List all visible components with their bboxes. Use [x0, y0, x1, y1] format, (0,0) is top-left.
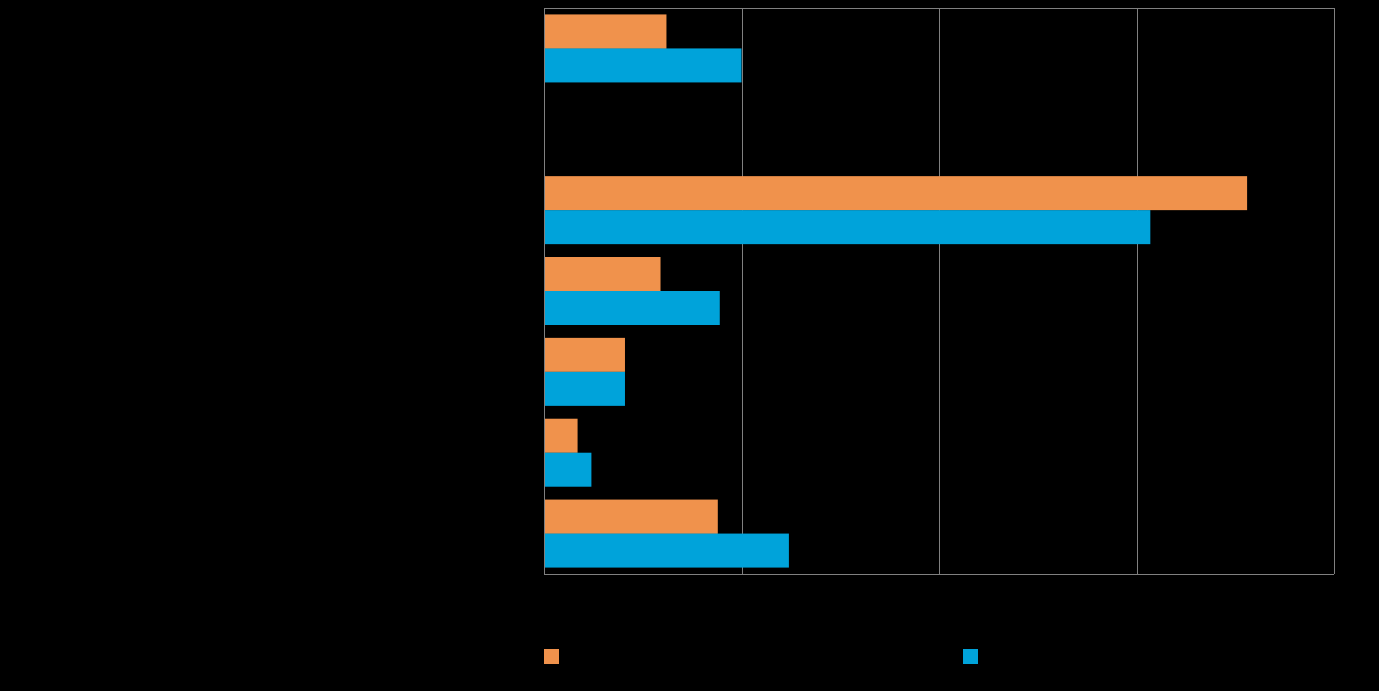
bar-series1-cat4 — [544, 257, 661, 291]
legend-swatch-series2 — [963, 649, 978, 664]
bar-series1-cat6 — [544, 418, 578, 453]
bar-layer — [544, 14, 1248, 568]
bar-series1-cat7 — [544, 499, 718, 534]
bar-series2-cat5 — [544, 371, 625, 406]
bar-series1-cat1 — [544, 14, 667, 49]
bar-series1-cat3 — [544, 176, 1248, 211]
bar-series2-cat4 — [544, 291, 720, 325]
axis-layer — [544, 8, 1334, 575]
legend-swatch-series1 — [544, 649, 559, 664]
bar-series1-cat5 — [544, 337, 625, 372]
bar-series2-cat7 — [544, 533, 789, 568]
bar-series2-cat6 — [544, 452, 592, 487]
bar-series2-cat3 — [544, 210, 1151, 245]
grid-layer — [544, 8, 1335, 574]
bar-series2-cat1 — [544, 48, 742, 83]
legend — [544, 649, 978, 664]
